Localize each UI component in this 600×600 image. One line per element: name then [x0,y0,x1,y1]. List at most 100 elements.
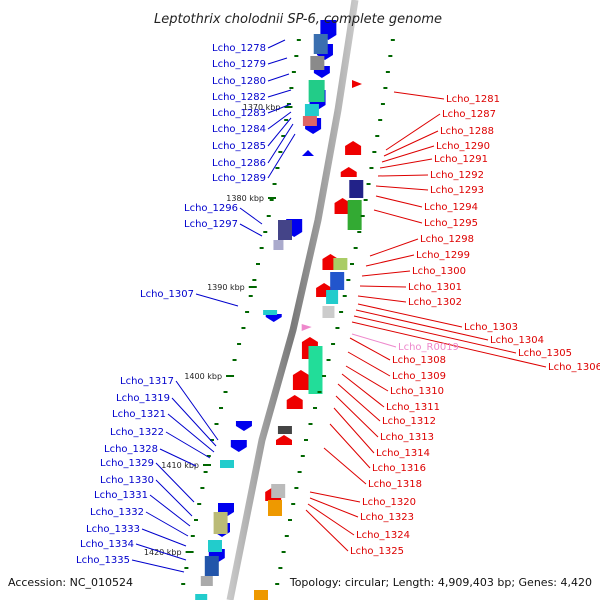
label-leader-line [333,407,375,454]
label-leader-line [309,491,361,503]
gene-label: Lcho_1304 [490,335,544,346]
label-leader-layer [131,39,547,573]
gene-label: Lcho_1309 [392,371,446,382]
label-leader-line [239,207,263,225]
label-leader-line [369,238,419,257]
gene-label: Lcho_1325 [350,546,404,557]
kbp-scale-label: 1410 kbp [161,461,199,470]
label-leader-line [341,373,385,408]
gene-label: Lcho_1279 [212,59,266,70]
gene-label: Lcho_1297 [184,219,238,230]
label-leader-line [267,39,286,49]
gene-label: Lcho_1334 [80,539,134,550]
gene-label: Lcho_1284 [212,124,266,135]
gene-feature-layer [195,20,364,600]
gene-label: Lcho_1328 [104,444,158,455]
label-leader-line [141,528,187,547]
label-leader-line [375,185,429,191]
gene-label: Lcho_1311 [386,402,440,413]
label-leader-line [155,462,195,503]
rna-gene-arrow [301,324,312,331]
label-leader-line [373,209,423,224]
gene-label-layer: Lcho_1278 Lcho_1279 Lcho_1280 Lcho_1282 Lcho… [76,43,600,566]
gene-feature-block [195,594,208,600]
topology-text: Topology: circular; Length: 4,909,403 bp… [289,576,592,589]
label-leader-line [349,337,391,361]
gene-feature-block [268,500,282,516]
reverse-gene-arrow [292,370,309,390]
label-leader-line [393,91,445,100]
gene-label: Lcho_1317 [120,376,174,387]
gene-feature-block [254,590,268,600]
gene-label: Lcho_1286 [212,158,266,169]
reverse-gene-arrow [345,141,362,155]
gene-label: Lcho_1307 [140,289,194,300]
gene-label: Lcho_1318 [368,479,422,490]
label-leader-line [267,57,288,65]
gene-feature-block [308,80,325,102]
kbp-scale-label: 1380 kbp [226,194,264,203]
gene-label: Lcho_1308 [392,355,446,366]
gene-feature-block [304,104,319,116]
gene-label: Lcho_1301 [408,282,462,293]
label-leader-line [359,285,407,288]
gene-label: Lcho_1294 [424,202,478,213]
gene-label: Lcho_1332 [90,507,144,518]
label-leader-line [165,431,211,459]
gene-label: Lcho_1278 [212,43,266,54]
gene-label: Lcho_1321 [112,409,166,420]
reverse-gene-arrow [286,395,303,409]
label-leader-line [167,413,215,453]
gene-feature-block [200,576,213,586]
gene-feature-block [313,34,328,54]
reverse-gene-arrow [340,167,357,177]
label-leader-line [305,509,349,552]
forward-gene-arrow [230,440,247,452]
gene-feature-block [213,512,228,534]
gene-feature-block [310,56,325,70]
map-title: Leptothrix cholodnii SP-6, complete geno… [154,12,442,27]
label-leader-line [347,351,391,377]
gene-feature-block [322,306,335,318]
gene-label: Lcho_1300 [412,266,466,277]
gene-feature-block [208,540,222,552]
label-leader-line [385,113,441,151]
label-leader-line [351,321,547,368]
gene-label: Lcho_1331 [94,490,148,501]
gene-label: Lcho_1280 [212,76,266,87]
label-leader-line [357,295,407,303]
reverse-gene-arrow [276,435,292,445]
forward-gene-arrow [302,150,314,156]
reverse-gene-arrow [352,80,362,88]
gene-feature-block [308,346,323,394]
gene-label: Lcho_1306 [548,362,600,373]
label-leader-line [195,293,239,307]
label-leader-line [323,447,367,485]
label-leader-line [365,254,415,267]
gene-label: Lcho_1324 [356,530,410,541]
label-leader-line [135,543,187,561]
label-leader-line [335,395,379,438]
gene-feature-block [347,200,362,230]
label-leader-line [357,303,463,328]
gene-feature-block [333,258,348,270]
label-leader-line [355,309,489,341]
reverse-gene-arrow [334,198,351,214]
gene-label: Lcho_1305 [518,348,572,359]
kbp-scale-label: 1400 kbp [184,372,222,381]
forward-gene-arrow [235,421,252,431]
gene-label: Lcho_1289 [212,173,266,184]
gene-label: Lcho_1282 [212,92,266,103]
label-leader-line [239,223,263,237]
gene-feature-block [204,556,219,576]
gene-label: Lcho_1320 [362,497,416,508]
gene-label: Lcho_1293 [430,185,484,196]
gene-feature-block [302,116,317,126]
gene-label: Lcho_1323 [360,512,414,523]
label-leader-line [149,494,191,527]
label-leader-line [383,130,439,157]
gene-label: Lcho_1303 [464,322,518,333]
label-leader-line [267,111,292,130]
